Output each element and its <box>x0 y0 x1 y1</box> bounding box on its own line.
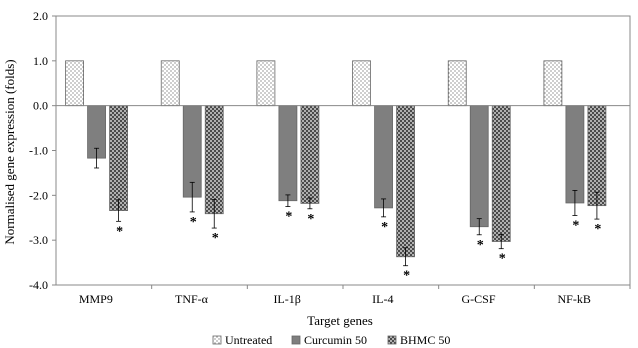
significance-marker: * <box>594 222 601 237</box>
plot-area <box>55 15 631 286</box>
bar-0-4 <box>447 60 467 107</box>
bar-2-2 <box>300 105 320 204</box>
legend-swatch-0 <box>212 335 222 345</box>
y-tick-label: 0.0 <box>33 99 48 113</box>
legend-swatch-1 <box>291 335 301 345</box>
bar-2-5 <box>587 105 607 207</box>
legend-label-2: BHMC 50 <box>400 333 450 347</box>
y-tick-label: 2.0 <box>33 9 48 23</box>
bar-1-5 <box>565 105 585 204</box>
bars: * * * * * * * * * * * <box>65 60 607 284</box>
significance-marker: * <box>116 224 123 239</box>
plot-frame <box>55 15 631 286</box>
significance-marker: * <box>381 220 388 235</box>
significance-marker: * <box>212 231 219 246</box>
y-tick-label: 1.0 <box>33 54 48 68</box>
x-tick-label: IL-1β <box>273 292 300 306</box>
legend: Untreated Curcumin 50 BHMC 50 <box>212 333 450 347</box>
bar-2-1 <box>204 105 224 215</box>
y-tick-label: -1.0 <box>29 144 48 158</box>
x-tick-label: NF-kB <box>557 292 590 306</box>
bar-0-2 <box>256 60 276 107</box>
significance-marker: * <box>307 212 314 227</box>
y-tick-label: -2.0 <box>29 188 48 202</box>
significance-marker: * <box>477 238 484 253</box>
x-tick-label: TNF-α <box>175 292 209 306</box>
bar-1-3 <box>374 105 393 209</box>
bar-0-0 <box>65 60 84 107</box>
significance-marker: * <box>499 252 506 267</box>
significance-marker: * <box>403 269 410 284</box>
bar-0-5 <box>543 60 563 107</box>
bar-1-2 <box>278 105 298 202</box>
significance-marker: * <box>190 215 197 230</box>
axes: 2.0 1.0 0.0 -1.0 -2.0 -3.0 -4.0 MMP9 TNF-α IL-1β I… <box>29 9 631 306</box>
x-tick-label: G-CSF <box>461 292 495 306</box>
bar-2-3 <box>396 105 415 258</box>
legend-label-1: Curcumin 50 <box>304 333 367 347</box>
significance-marker: * <box>285 210 292 225</box>
legend-label-0: Untreated <box>225 333 272 347</box>
x-axis-title: Target genes <box>307 313 373 328</box>
y-tick-label: -4.0 <box>29 278 48 292</box>
bar-2-4 <box>491 105 511 242</box>
y-tick-label: -3.0 <box>29 233 48 247</box>
legend-swatch-2 <box>387 335 397 345</box>
bar-1-4 <box>469 105 489 228</box>
bar-0-3 <box>352 60 371 107</box>
bar-2-0 <box>109 105 128 211</box>
x-tick-label: IL-4 <box>372 292 393 306</box>
bar-0-1 <box>160 60 180 107</box>
y-axis-title: Normalised gene expression (folds) <box>2 59 17 244</box>
x-tick-label: MMP9 <box>79 292 113 306</box>
significance-marker: * <box>572 219 579 234</box>
